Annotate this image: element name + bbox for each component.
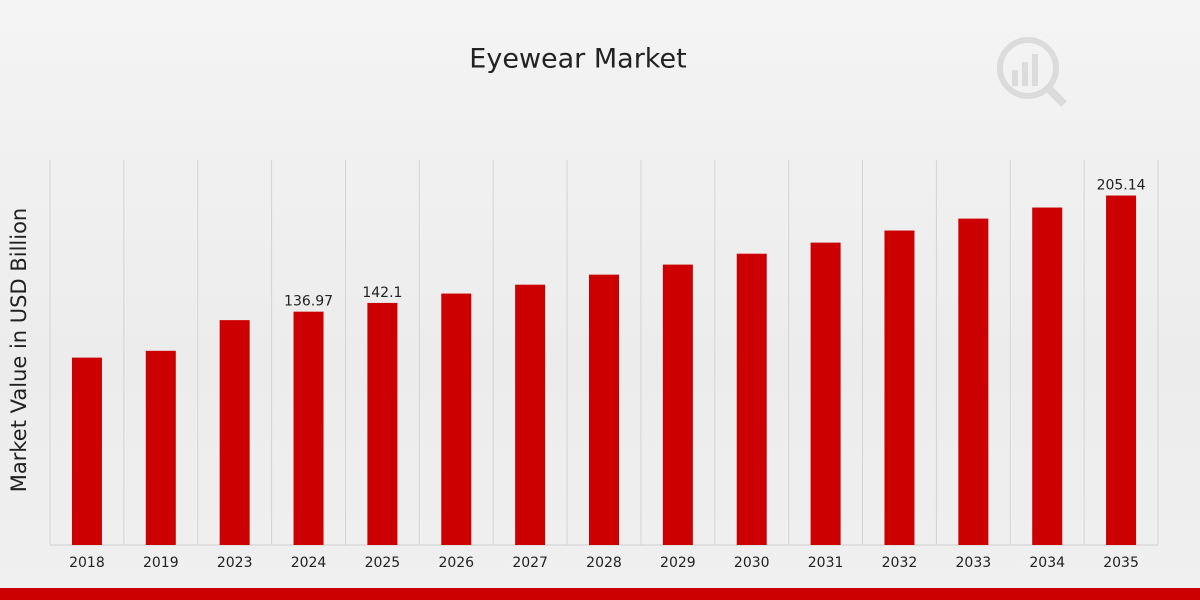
x-tick-label: 2032 xyxy=(882,555,918,571)
x-tick-label: 2033 xyxy=(956,555,992,571)
x-tick-label: 2031 xyxy=(808,555,844,571)
footer-band xyxy=(0,588,1200,600)
bar xyxy=(736,253,767,545)
x-tick-label: 2024 xyxy=(291,555,327,571)
bar xyxy=(1106,195,1137,546)
bar xyxy=(515,284,546,545)
data-label: 142.1 xyxy=(362,285,402,301)
bar xyxy=(1032,207,1063,546)
x-tick-label: 2028 xyxy=(586,555,622,571)
y-axis-label: Market Value in USD Billion xyxy=(7,208,31,492)
x-tick-label: 2023 xyxy=(217,555,253,571)
bar xyxy=(145,350,176,545)
x-tick-label: 2025 xyxy=(365,555,401,571)
bar xyxy=(810,242,841,545)
bar xyxy=(219,320,250,545)
x-tick-label: 2035 xyxy=(1103,555,1139,571)
x-tick-label: 2019 xyxy=(143,555,179,571)
bar xyxy=(293,311,324,545)
x-tick-label: 2029 xyxy=(660,555,696,571)
logo xyxy=(997,37,1067,107)
x-tick-label: 2034 xyxy=(1029,555,1065,571)
data-label: 205.14 xyxy=(1097,178,1146,194)
bar xyxy=(958,218,989,545)
chart-title: Eyewear Market xyxy=(469,44,686,75)
bar xyxy=(589,274,619,545)
x-tick-label: 2026 xyxy=(438,555,474,571)
data-label: 136.97 xyxy=(284,294,333,310)
x-tick-label: 2027 xyxy=(512,555,548,571)
bar xyxy=(884,230,915,545)
x-tick-label: 2030 xyxy=(734,555,770,571)
x-tick-label: 2018 xyxy=(69,555,105,571)
bar xyxy=(441,293,472,545)
bar xyxy=(662,264,693,545)
bar xyxy=(71,357,102,545)
bar xyxy=(367,302,398,545)
